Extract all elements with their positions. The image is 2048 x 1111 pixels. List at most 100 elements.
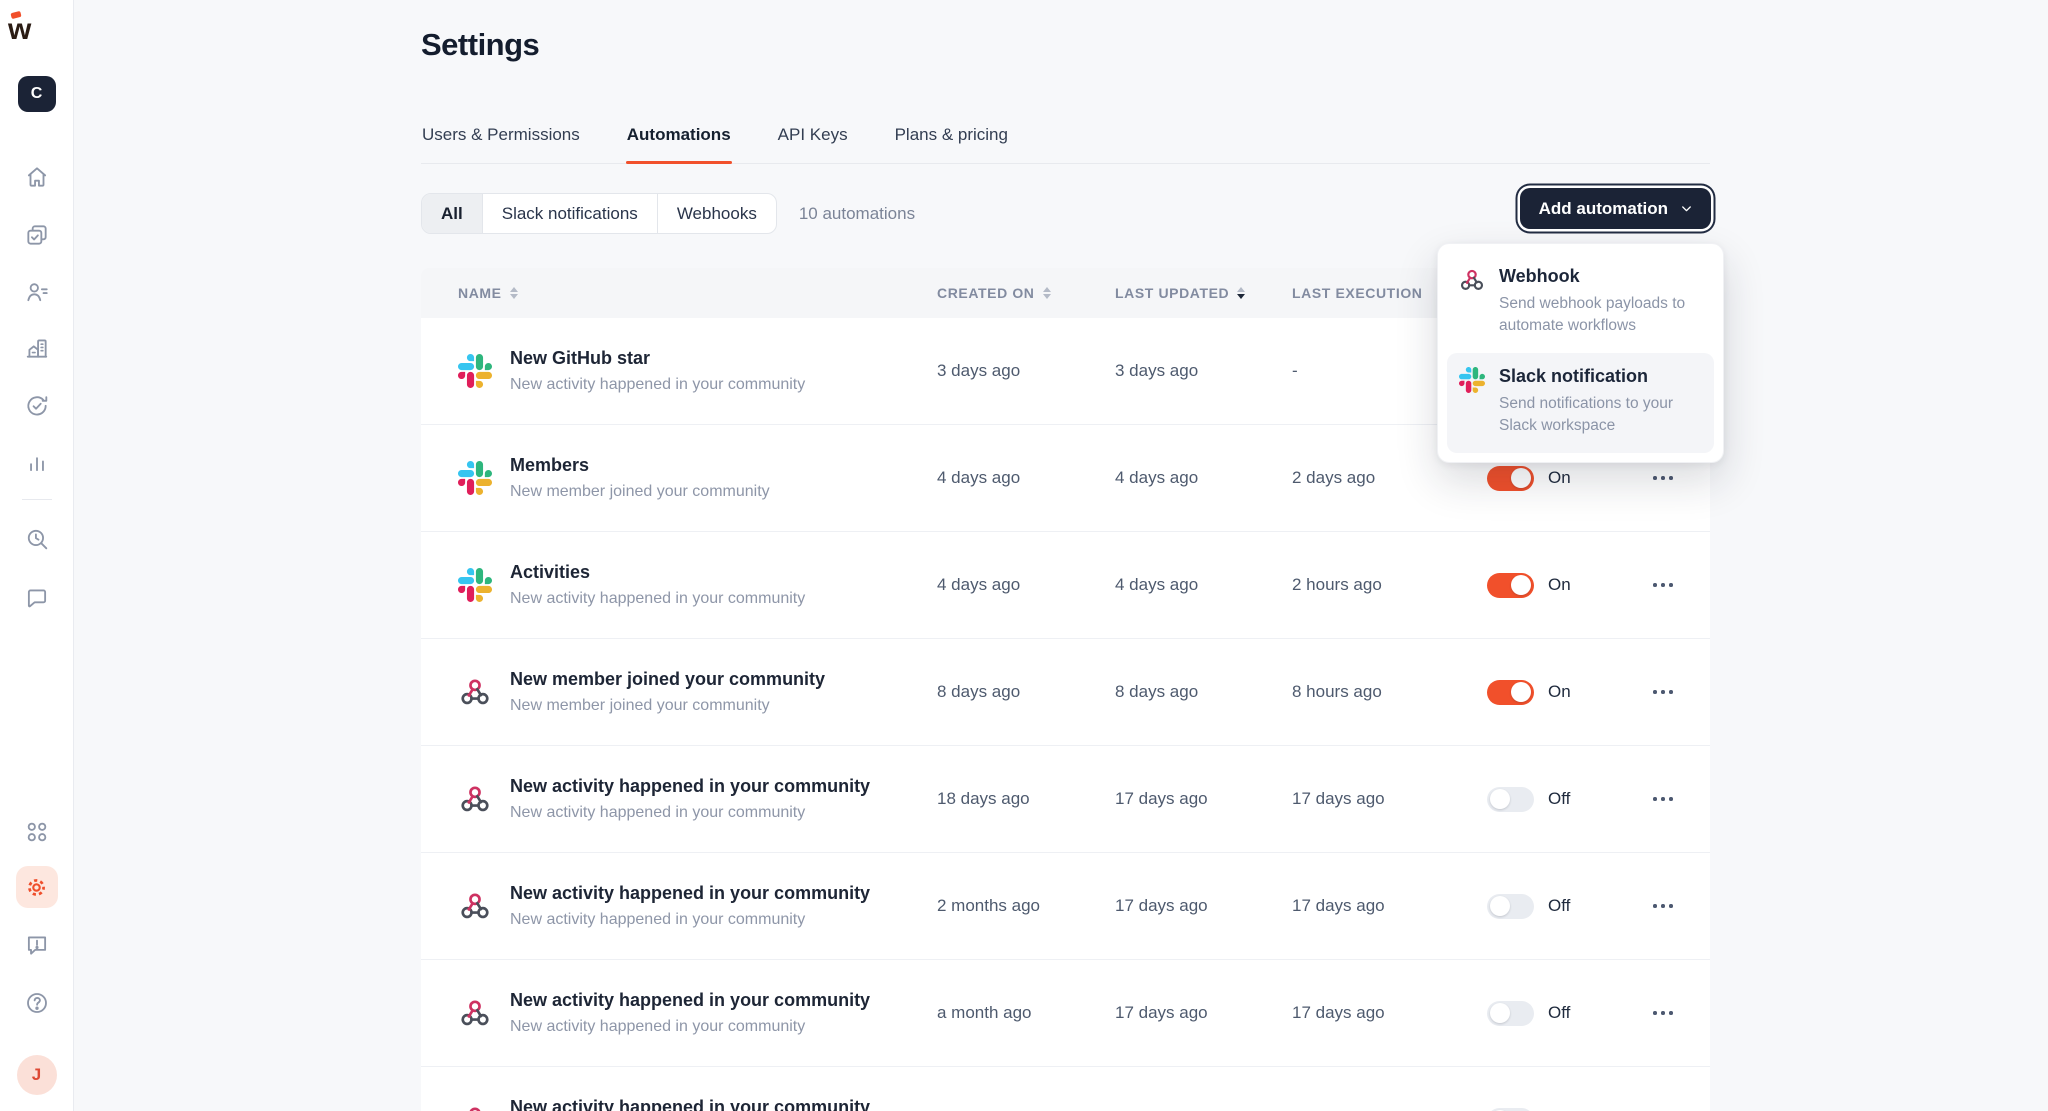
column-header-created[interactable]: CREATED ON bbox=[937, 285, 1115, 301]
menu-item-webhook[interactable]: Webhook Send webhook payloads to automat… bbox=[1447, 253, 1714, 353]
automation-name: New member joined your community bbox=[510, 669, 826, 689]
filter-all[interactable]: All bbox=[422, 194, 483, 233]
reports-icon[interactable] bbox=[24, 449, 50, 475]
automation-description: New member joined your community bbox=[510, 697, 770, 714]
help-icon[interactable] bbox=[24, 990, 50, 1016]
automation-name: Activities bbox=[510, 562, 591, 582]
automation-name: New activity happened in your community bbox=[510, 776, 871, 796]
tab-api-keys[interactable]: API Keys bbox=[777, 125, 848, 144]
table-row[interactable]: New member joined your community New mem… bbox=[421, 639, 1710, 746]
automation-icon bbox=[458, 568, 492, 602]
column-header-execution[interactable]: LAST EXECUTION bbox=[1292, 285, 1423, 301]
last-updated: 8 days ago bbox=[1115, 682, 1199, 701]
settings-tabs: Users & Permissions Automations API Keys… bbox=[421, 125, 1710, 164]
chevron-down-icon bbox=[1682, 206, 1691, 212]
row-menu-button[interactable] bbox=[1647, 1003, 1710, 1023]
toggle-state-label: On bbox=[1548, 575, 1571, 594]
page-title: Settings bbox=[421, 27, 540, 62]
automation-description: New activity happened in your community bbox=[510, 804, 806, 821]
settings-nav-active[interactable] bbox=[15, 866, 58, 908]
messages-icon[interactable] bbox=[24, 585, 50, 611]
automation-icon bbox=[458, 996, 492, 1030]
table-row[interactable]: New activity happened in your community … bbox=[421, 853, 1710, 960]
filter-webhooks[interactable]: Webhooks bbox=[676, 203, 757, 223]
toggle-state-label: On bbox=[1548, 468, 1571, 487]
add-automation-menu: Webhook Send webhook payloads to automat… bbox=[1437, 243, 1724, 463]
last-execution: 2 days ago bbox=[1292, 468, 1376, 487]
enabled-toggle[interactable] bbox=[1487, 893, 1534, 919]
automations-table: NAME CREATED ON LAST UPDATED LAST EXECUT… bbox=[421, 268, 1710, 1111]
feedback-icon[interactable] bbox=[24, 932, 50, 958]
tab-users-permissions[interactable]: Users & Permissions bbox=[422, 125, 580, 144]
gear-icon bbox=[28, 878, 45, 896]
retention-icon[interactable] bbox=[24, 393, 50, 419]
menu-item-title: Webhook bbox=[1499, 266, 1580, 286]
slack-icon bbox=[458, 461, 492, 495]
apps-icon[interactable] bbox=[24, 819, 50, 845]
organization-icon[interactable] bbox=[24, 335, 50, 361]
webhook-icon bbox=[461, 893, 489, 919]
enabled-toggle[interactable] bbox=[1487, 786, 1534, 812]
toolbar: All Slack notifications Webhooks 10 auto… bbox=[421, 193, 1710, 234]
enabled-toggle[interactable] bbox=[1487, 465, 1534, 491]
created-on: 4 days ago bbox=[937, 468, 1021, 487]
tab-automations[interactable]: Automations bbox=[625, 125, 732, 164]
automation-name: New activity happened in your community bbox=[510, 1097, 871, 1111]
enabled-toggle[interactable] bbox=[1487, 1000, 1534, 1026]
created-on: 4 days ago bbox=[937, 575, 1021, 594]
automation-description: New member joined your community bbox=[510, 483, 770, 500]
last-execution: 17 days ago bbox=[1292, 789, 1385, 808]
search-icon[interactable] bbox=[24, 526, 50, 552]
sort-icon-active-desc bbox=[1237, 286, 1246, 300]
enabled-toggle[interactable] bbox=[1487, 679, 1534, 705]
automation-description: New activity happened in your community bbox=[510, 590, 806, 607]
logo-letter: w bbox=[8, 13, 31, 46]
webhook-icon bbox=[469, 1107, 481, 1111]
automation-icon bbox=[458, 675, 492, 709]
last-updated: 4 days ago bbox=[1115, 575, 1199, 594]
automation-name: Members bbox=[510, 455, 590, 475]
row-menu-button[interactable] bbox=[1647, 468, 1710, 488]
webhook-icon bbox=[461, 786, 489, 812]
table-row[interactable]: New activity happened in your community … bbox=[421, 746, 1710, 853]
app-logo: w bbox=[0, 10, 40, 52]
column-header-updated[interactable]: LAST UPDATED bbox=[1115, 285, 1292, 301]
tasks-icon[interactable] bbox=[24, 222, 50, 248]
row-menu-button[interactable] bbox=[1647, 789, 1710, 809]
row-menu-button[interactable] bbox=[1647, 575, 1710, 595]
last-updated: 17 days ago bbox=[1115, 789, 1208, 808]
home-icon[interactable] bbox=[24, 164, 50, 190]
toggle-state-label: Off bbox=[1548, 1003, 1571, 1022]
automation-icon bbox=[458, 1103, 492, 1111]
last-execution: 2 hours ago bbox=[1292, 575, 1382, 594]
enabled-toggle[interactable] bbox=[1487, 572, 1534, 598]
last-execution: 17 days ago bbox=[1292, 1003, 1385, 1022]
user-avatar[interactable]: J bbox=[16, 1055, 57, 1095]
automation-icon bbox=[458, 782, 492, 816]
table-row[interactable]: New activity happened in your community … bbox=[421, 960, 1710, 1067]
menu-item-description: Send notifications to your Slack workspa… bbox=[1499, 394, 1674, 435]
workspace-avatar[interactable]: C bbox=[17, 76, 56, 112]
created-on: 3 days ago bbox=[937, 361, 1021, 380]
table-row[interactable]: New activity happened in your community … bbox=[421, 1067, 1710, 1111]
column-header-name[interactable]: NAME bbox=[421, 285, 937, 301]
automation-name: New activity happened in your community bbox=[510, 883, 871, 903]
enabled-toggle[interactable] bbox=[1487, 1107, 1534, 1111]
row-menu-button[interactable] bbox=[1647, 682, 1710, 702]
webhook-icon bbox=[1459, 266, 1486, 338]
filter-slack-notifications[interactable]: Slack notifications bbox=[483, 194, 658, 233]
menu-item-slack-notification[interactable]: Slack notification Send notifications to… bbox=[1447, 352, 1714, 453]
created-on: 8 days ago bbox=[937, 682, 1021, 701]
row-menu-button[interactable] bbox=[1647, 896, 1710, 916]
automation-icon bbox=[458, 354, 492, 388]
sort-icon bbox=[509, 286, 518, 300]
automation-count: 10 automations bbox=[798, 203, 916, 223]
created-on: a month ago bbox=[937, 1003, 1032, 1022]
last-execution: 8 hours ago bbox=[1292, 682, 1382, 701]
table-row[interactable]: Activities New activity happened in your… bbox=[421, 532, 1710, 639]
automation-name: New GitHub star bbox=[510, 348, 651, 368]
tab-plans-pricing[interactable]: Plans & pricing bbox=[894, 125, 1008, 144]
add-automation-button[interactable]: Add automation bbox=[1519, 188, 1711, 229]
sidebar-divider bbox=[22, 499, 52, 500]
contacts-icon[interactable] bbox=[24, 279, 50, 305]
